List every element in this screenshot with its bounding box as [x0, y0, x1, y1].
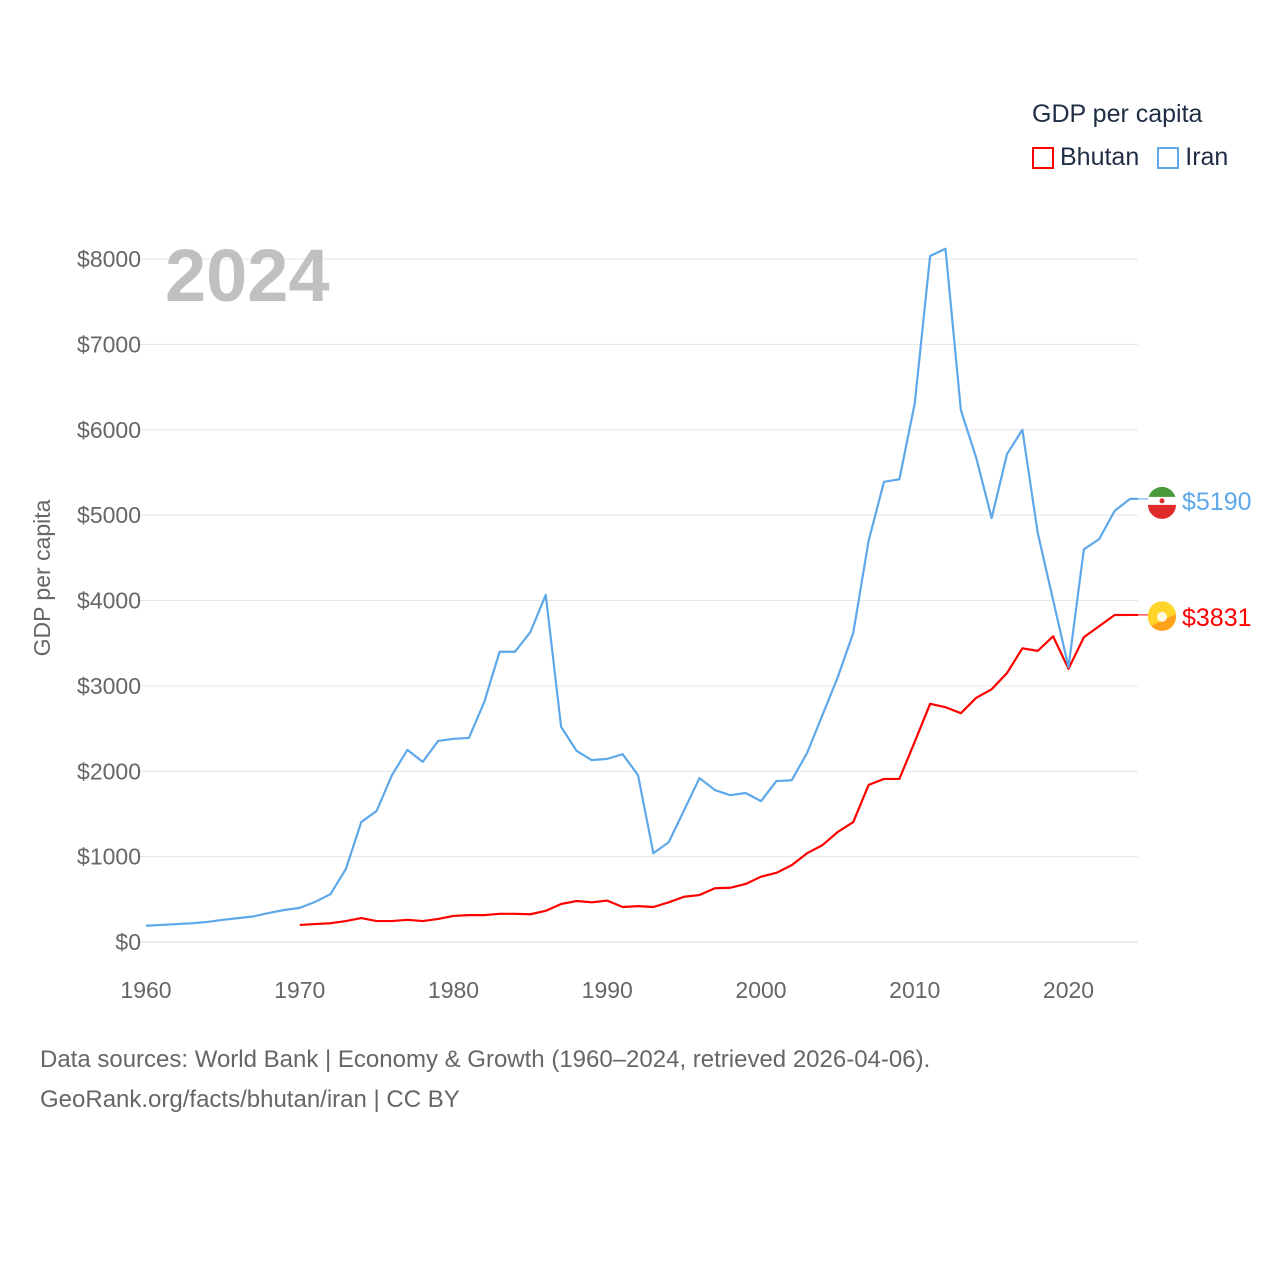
y-tick-label: $3000: [77, 673, 141, 699]
y-tick-label: $0: [115, 929, 141, 955]
y-axis-label: GDP per capita: [29, 499, 55, 656]
flag-emblem: [1159, 498, 1165, 504]
x-tick-label: 2020: [1043, 977, 1094, 1003]
legend: Bhutan Iran: [1032, 143, 1228, 172]
year-watermark: 2024: [165, 234, 330, 317]
bhutan-flag-icon: [1147, 601, 1176, 631]
y-tick-label: $7000: [77, 331, 141, 357]
end-value-bhutan: $3831: [1182, 604, 1252, 632]
series-lines: [145, 247, 1138, 927]
flag-stripe: [1148, 504, 1176, 519]
legend-item-bhutan[interactable]: Bhutan: [1032, 143, 1139, 172]
x-tick-label: 2000: [735, 977, 786, 1003]
y-tick-label: $1000: [77, 844, 141, 870]
series-line-bhutan: [299, 613, 1138, 927]
legend-swatch-bhutan: [1032, 146, 1054, 169]
y-tick-label: $2000: [77, 758, 141, 784]
y-tick-label: $5000: [77, 502, 141, 528]
y-tick-label: $4000: [77, 588, 141, 614]
iran-flag-icon: [1148, 486, 1176, 519]
x-tick-label: 1970: [274, 977, 325, 1003]
grid-lines: [140, 258, 1138, 943]
legend-label-bhutan: Bhutan: [1060, 143, 1140, 171]
legend-label-iran: Iran: [1185, 143, 1229, 171]
footer-sources: Data sources: World Bank | Economy & Gro…: [40, 1046, 931, 1073]
series-line-iran: [145, 247, 1138, 927]
y-axis-ticks: $0 $1000 $2000 $3000 $4000 $5000 $6000 $7000 $80…: [77, 246, 141, 955]
end-value-iran: $5190: [1182, 488, 1252, 516]
legend-title: GDP per capita: [1032, 100, 1203, 128]
x-tick-label: 1960: [120, 977, 171, 1003]
x-tick-label: 1980: [428, 977, 479, 1003]
x-axis-ticks: 1960 1970 1980 1990 2000 2010 2020: [120, 977, 1094, 1003]
footer-credit[interactable]: GeoRank.org/facts/bhutan/iran | CC BY: [40, 1086, 460, 1113]
legend-item-iran[interactable]: Iran: [1157, 143, 1228, 172]
x-tick-label: 2010: [889, 977, 940, 1003]
y-tick-label: $6000: [77, 417, 141, 443]
x-tick-label: 1990: [582, 977, 633, 1003]
end-labels: $3831 $5190: [1138, 486, 1252, 632]
y-tick-label: $8000: [77, 246, 141, 272]
flag-dragon: [1157, 611, 1167, 622]
legend-swatch-iran: [1157, 146, 1180, 169]
